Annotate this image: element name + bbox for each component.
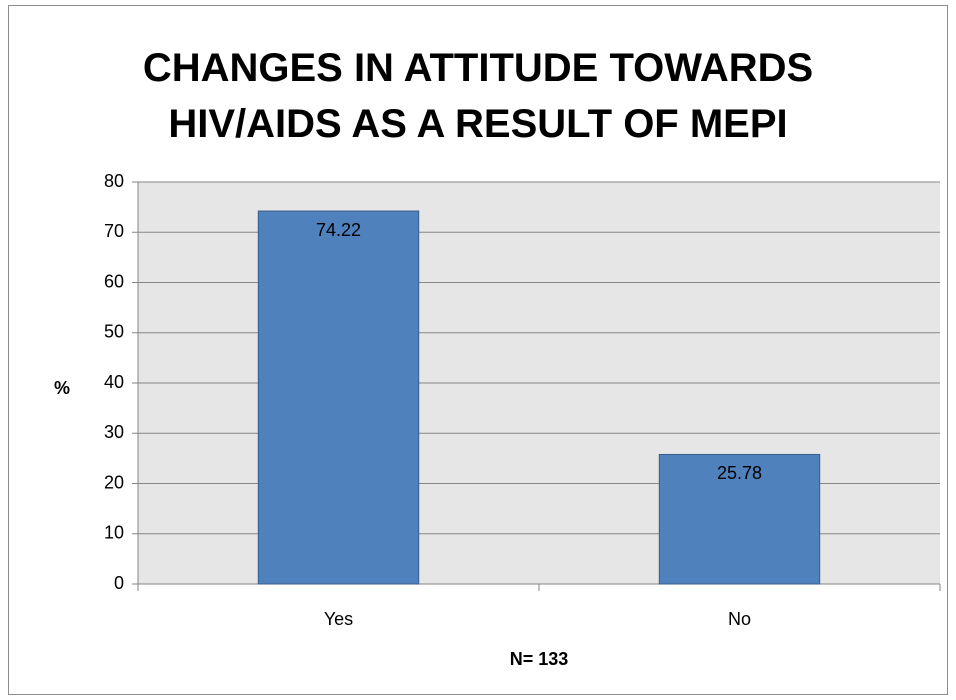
chart-title: CHANGES IN ATTITUDE TOWARDS HIV/AIDS AS … [142,46,814,146]
y-tick-label: 80 [104,171,124,191]
y-tick-label: 20 [104,472,124,492]
y-tick-label: 60 [104,271,124,291]
y-tick-label: 30 [104,422,124,442]
bar [658,453,821,585]
y-tick-label: 40 [104,372,124,392]
x-tick-label: No [728,609,751,629]
y-tick-label: 70 [104,221,124,241]
y-tick-label: 10 [104,523,124,543]
y-tick-label: 0 [114,573,124,593]
data-label: 74.22 [316,220,361,240]
data-label: 25.78 [717,463,762,483]
bar [257,210,420,585]
x-tick-label: Yes [324,609,353,629]
y-axis-label: % [54,378,70,398]
x-axis-label: N= 133 [510,649,569,669]
y-tick-label: 50 [104,322,124,342]
